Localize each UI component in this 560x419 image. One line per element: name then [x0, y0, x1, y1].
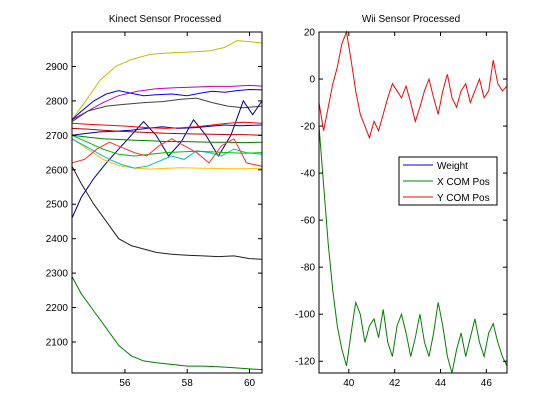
kinect-series-line-3 — [71, 97, 263, 123]
wii-y-tick-label: -40 — [301, 169, 316, 180]
wii-y-tick-label: -100 — [295, 310, 315, 321]
kinect-series-line-6 — [71, 121, 263, 129]
wii-y-ticks: 20 0 -20 -40 -60 -80 -100 -120 — [295, 28, 507, 368]
wii-series-line-2 — [318, 30, 508, 140]
kinect-y-tick-label: 2800 — [46, 96, 69, 107]
wii-y-tick-label: 20 — [304, 28, 316, 39]
kinect-title: Kinect Sensor Processed — [109, 14, 221, 25]
wii-x-ticks: 40 42 44 46 — [343, 32, 492, 389]
kinect-x-ticks: 56 58 60 — [119, 32, 256, 389]
wii-plot-frame — [318, 31, 508, 374]
kinect-lines — [71, 40, 263, 371]
wii-series-line-1 — [318, 126, 508, 374]
kinect-series-line-4 — [71, 99, 263, 219]
wii-x-tick-label: 44 — [435, 378, 447, 389]
kinect-y-ticks: 2100 2200 2300 2400 2500 2600 2700 2800 2900 — [46, 62, 262, 349]
kinect-y-tick-label: 2500 — [46, 200, 69, 211]
kinect-x-tick-label: 58 — [182, 378, 194, 389]
kinect-series-line-9 — [71, 138, 263, 170]
kinect-y-tick-label: 2900 — [46, 62, 69, 73]
kinect-series-line-7 — [71, 127, 263, 136]
kinect-y-tick-label: 2100 — [46, 338, 69, 349]
legend-label-y-com-pos: Y COM Pos — [437, 193, 490, 204]
wii-y-tick-label: -20 — [301, 122, 316, 133]
wii-title: Wii Sensor Processed — [362, 14, 460, 25]
kinect-x-tick-label: 60 — [244, 378, 256, 389]
kinect-panel: Kinect Sensor Processed 56 58 60 210022002… — [46, 14, 263, 389]
wii-lines — [318, 30, 508, 374]
kinect-y-tick-label: 2200 — [46, 303, 69, 314]
wii-y-tick-label: -120 — [295, 357, 315, 368]
kinect-series-line-13 — [71, 166, 263, 260]
wii-y-tick-label: -60 — [301, 216, 316, 227]
kinect-series-line-5 — [71, 124, 263, 136]
kinect-series-line-12 — [71, 138, 263, 167]
kinect-series-line-14 — [71, 276, 263, 371]
kinect-plot-frame — [71, 31, 263, 374]
wii-x-tick-label: 46 — [481, 378, 493, 389]
legend-label-weight: Weight — [437, 161, 468, 172]
kinect-y-tick-label: 2400 — [46, 234, 69, 245]
kinect-series-line-11 — [71, 134, 263, 157]
kinect-series-line-2 — [71, 88, 263, 121]
kinect-series-line-0 — [71, 40, 263, 121]
kinect-x-tick-label: 56 — [119, 378, 131, 389]
kinect-y-tick-label: 2600 — [46, 165, 69, 176]
wii-y-tick-label: 0 — [309, 75, 315, 86]
wii-x-tick-label: 42 — [389, 378, 401, 389]
wii-y-tick-label: -80 — [301, 263, 316, 274]
kinect-y-tick-label: 2300 — [46, 269, 69, 280]
kinect-series-line-1 — [71, 84, 263, 121]
legend-label-x-com-pos: X COM Pos — [437, 177, 490, 188]
legend: Weight X COM Pos Y COM Pos — [398, 156, 498, 206]
wii-panel: Wii Sensor Processed 40 42 44 46 20 0 -20 -40 -… — [295, 14, 508, 389]
kinect-y-tick-label: 2700 — [46, 131, 69, 142]
wii-x-tick-label: 40 — [343, 378, 355, 389]
